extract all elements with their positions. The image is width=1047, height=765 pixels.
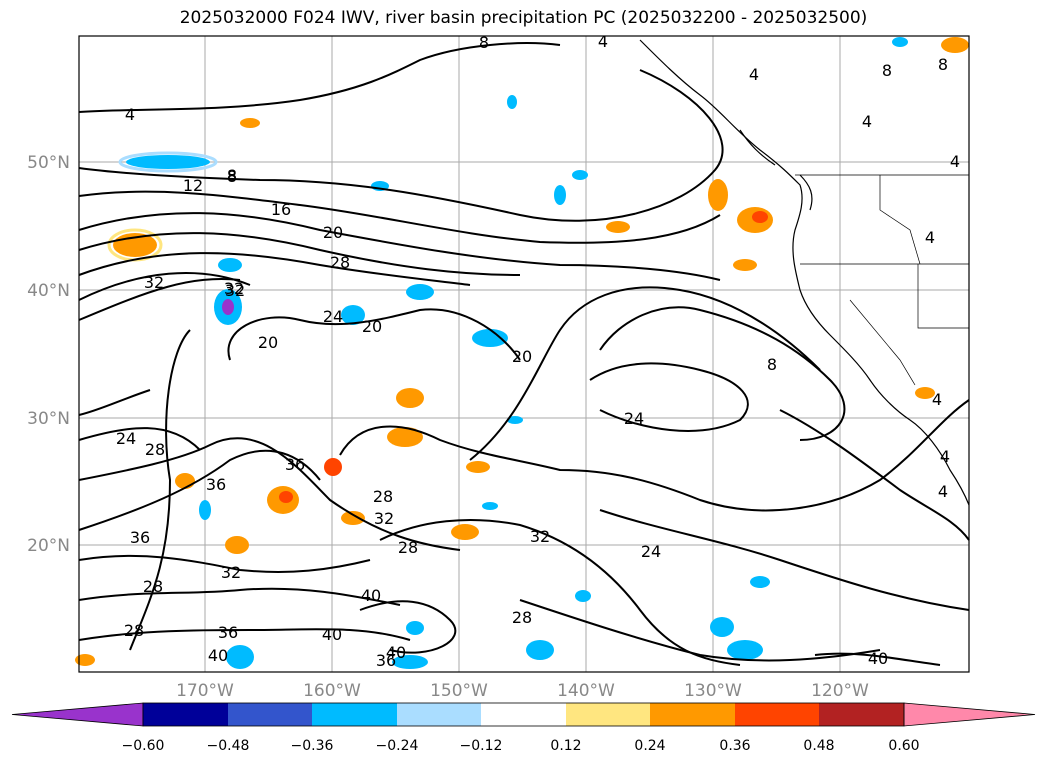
contour-label: 4: [938, 482, 948, 501]
contour-label: 36: [130, 528, 150, 547]
contour-label: 20: [362, 317, 382, 336]
colorbar-tick: 0.12: [550, 738, 581, 754]
longitude-axis: 170°W 160°W 150°W 140°W 130°W 120°W: [176, 681, 869, 701]
colorbar-segment: [228, 703, 312, 726]
contour-label: 20: [258, 333, 278, 352]
colorbar-segment: [650, 703, 735, 726]
contour-label: 40: [386, 643, 406, 662]
contour-label: 8: [882, 61, 892, 80]
contour-label: 40: [361, 586, 381, 605]
colorbar-tick: 0.24: [634, 738, 665, 754]
contour-label: 8: [227, 167, 237, 186]
colorbar-segment: [566, 703, 650, 726]
contour-label: 4: [925, 228, 935, 247]
contour-label: 40: [322, 625, 342, 644]
colorbar-segment: [397, 703, 481, 726]
colorbar-tick-labels: −0.60 −0.48 −0.36 −0.24 −0.12 0.12 0.24 …: [122, 738, 920, 754]
contour-label: 4: [862, 112, 872, 131]
colorbar-segment: [735, 703, 819, 726]
contour-label: 32: [374, 509, 394, 528]
colorbar-outline: [142, 702, 905, 727]
lon-label: 140°W: [557, 681, 615, 701]
contour-label: 24: [624, 409, 644, 428]
lat-label: 20°N: [27, 536, 70, 556]
map-frame: [78, 35, 970, 673]
contour-label: 28: [124, 621, 144, 640]
contour-label: 40: [208, 646, 228, 665]
colorbar-segment: [143, 703, 228, 726]
lon-label: 120°W: [811, 681, 869, 701]
contour-label: 4: [950, 152, 960, 171]
contour-label: 24: [116, 429, 136, 448]
iwv-contours: [78, 42, 970, 666]
colorbar: [11, 702, 1036, 727]
colorbar-tick: 0.48: [803, 738, 834, 754]
map-title: 2025032000 F024 IWV, river basin precipi…: [179, 8, 868, 28]
contour-label: 8: [938, 55, 948, 74]
contour-label: 32: [221, 563, 241, 582]
precipitation-shading: [75, 37, 969, 669]
map-area: [79, 36, 969, 672]
contour-label: 36: [285, 455, 305, 474]
colorbar-tick: −0.48: [207, 738, 250, 754]
latitude-axis: 50°N 40°N 30°N 20°N: [27, 153, 70, 556]
contour-label: 12: [183, 176, 203, 195]
colorbar-tick: −0.12: [460, 738, 503, 754]
contour-label: 28: [512, 608, 532, 627]
contour-label: 4: [125, 105, 135, 124]
contour-label: 36: [376, 651, 396, 670]
lon-label: 150°W: [430, 681, 488, 701]
lon-label: 170°W: [176, 681, 234, 701]
contour-label: 16: [271, 200, 291, 219]
contour-label: 28: [373, 487, 393, 506]
contour-label: 4: [749, 65, 759, 84]
contour-label: 32: [530, 527, 550, 546]
contour-label: 36: [218, 623, 238, 642]
contour-label: 8: [227, 166, 237, 185]
contour-label: 4: [598, 32, 608, 51]
contour-label: 4: [932, 390, 942, 409]
colorbar-segment: [903, 702, 1036, 727]
colorbar-segment: [481, 703, 566, 726]
contour-label: 36: [206, 475, 226, 494]
colorbar-tick: −0.36: [291, 738, 334, 754]
colorbar-segment: [312, 703, 397, 726]
contour-label: 32: [225, 281, 245, 300]
coastline: [639, 39, 970, 506]
lon-label: 130°W: [684, 681, 742, 701]
lon-label: 160°W: [303, 681, 361, 701]
graticule: [79, 36, 969, 672]
contour-label: 40: [868, 649, 888, 668]
contour-label: 32: [144, 273, 164, 292]
colorbar-segment: [11, 702, 144, 727]
contour-label: 24: [641, 542, 661, 561]
contour-label: 8: [767, 355, 777, 374]
colorbar-tick: 0.36: [719, 738, 750, 754]
contour-label: 24: [323, 307, 343, 326]
contour-label: 4: [940, 447, 950, 466]
contour-label: 28: [145, 440, 165, 459]
lat-label: 30°N: [27, 409, 70, 429]
colorbar-segment: [819, 703, 904, 726]
contour-label: 28: [143, 577, 163, 596]
contour-label: 20: [512, 347, 532, 366]
colorbar-tick: −0.60: [122, 738, 165, 754]
contour-label: 32: [224, 279, 244, 298]
colorbar-tick: −0.24: [376, 738, 419, 754]
contour-label: 28: [398, 538, 418, 557]
colorbar-tick: 0.60: [888, 738, 919, 754]
lat-label: 50°N: [27, 153, 70, 173]
contour-label: 20: [323, 223, 343, 242]
contour-label: 8: [479, 33, 489, 52]
contour-label: 28: [330, 253, 350, 272]
lat-label: 40°N: [27, 281, 70, 301]
